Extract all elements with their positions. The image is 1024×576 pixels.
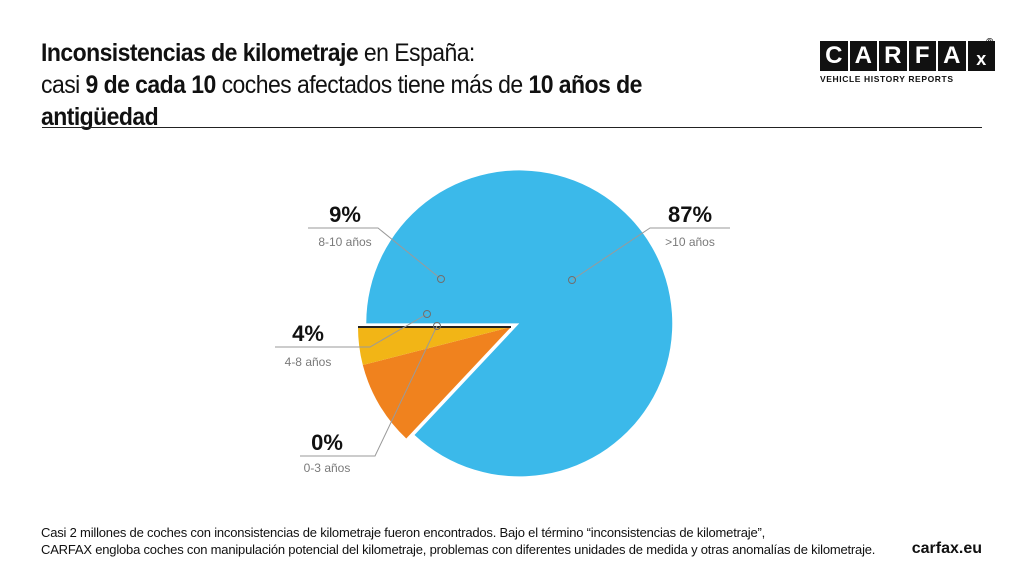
registered-mark: ® — [986, 37, 994, 48]
title-text-a: casi — [41, 71, 86, 99]
slice-category-label: 4-8 años — [285, 355, 332, 369]
leader-dot-1 — [568, 276, 576, 284]
slice-value-label: 9% — [329, 202, 361, 227]
slice-value-label: 4% — [292, 321, 324, 346]
logo-letter: C — [820, 41, 848, 71]
pie-slices — [358, 170, 673, 477]
title-line-2: casi 9 de cada 10 coches afectados tiene… — [41, 69, 740, 133]
logo-letter: A — [938, 41, 966, 71]
pie-slice-3 — [358, 327, 511, 366]
slice-category-label: >10 años — [665, 235, 715, 249]
title-line-1: Inconsistencias de kilometraje en España… — [41, 37, 740, 69]
slice-value-label: 87% — [668, 202, 712, 227]
title-bold-topic: Inconsistencias de kilometraje — [41, 39, 359, 67]
leader-dot-3 — [423, 310, 431, 318]
footnote: Casi 2 millones de coches con inconsiste… — [41, 524, 901, 558]
title-text-b: coches afectados tiene más de — [215, 71, 529, 99]
site-url: carfax.eu — [911, 540, 982, 557]
logo-letter: A — [849, 41, 877, 71]
leader-line-2 — [308, 227, 442, 280]
slice-category-label: 0-3 años — [304, 461, 351, 475]
logo-letter: R — [879, 41, 907, 71]
slice-category-label: 8-10 años — [318, 235, 371, 249]
pie-slice-1 — [366, 170, 673, 477]
logo-letter: F — [908, 41, 936, 71]
carfax-logo: C A R F A x ® VEHICLE HISTORY REPORTS — [820, 37, 995, 91]
logo-letters: C A R F A x — [820, 41, 995, 71]
leader-lines — [275, 227, 730, 457]
logo-tagline: VEHICLE HISTORY REPORTS — [820, 74, 954, 84]
leader-line-4 — [300, 325, 438, 457]
pie-slice-2 — [362, 327, 511, 439]
slice-value-label: 0% — [311, 430, 343, 455]
leader-line-3 — [275, 313, 428, 348]
chart-title: Inconsistencias de kilometraje en España… — [41, 37, 740, 133]
slice-labels: 87% >10 años 9% 8-10 años 4% 4-8 años 0% 0-3 añ… — [285, 202, 715, 475]
title-divider — [42, 127, 982, 128]
leader-line-1 — [571, 227, 730, 281]
leader-dot-4 — [433, 322, 441, 330]
title-bold-age: 10 años de antigüedad — [41, 71, 642, 131]
footnote-line-2: CARFAX engloba coches con manipulación p… — [41, 542, 876, 557]
title-bold-ratio: 9 de cada 10 — [85, 71, 217, 99]
logo-letter: x — [967, 41, 995, 71]
title-country: en España: — [358, 39, 475, 67]
leader-dot-2 — [437, 275, 445, 283]
footnote-line-1: Casi 2 millones de coches con inconsiste… — [41, 525, 766, 540]
